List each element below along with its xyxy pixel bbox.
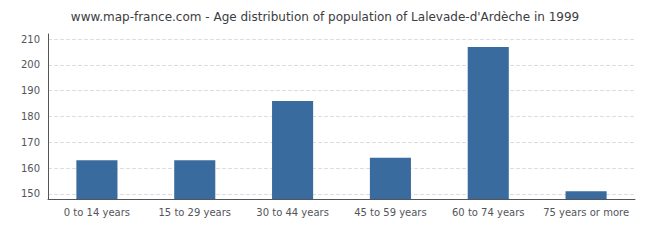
svg-text:45 to 59 years: 45 to 59 years [354, 207, 427, 218]
svg-text:190: 190 [21, 85, 40, 96]
svg-text:150: 150 [21, 188, 40, 199]
svg-text:180: 180 [21, 111, 40, 122]
svg-text:0 to 14 years: 0 to 14 years [64, 207, 130, 218]
svg-text:30 to 44 years: 30 to 44 years [256, 207, 329, 218]
svg-text:www.map-france.com - Age distr: www.map-france.com - Age distribution of… [71, 10, 579, 24]
svg-text:170: 170 [21, 137, 40, 148]
svg-text:60 to 74 years: 60 to 74 years [452, 207, 525, 218]
svg-text:160: 160 [21, 163, 40, 174]
svg-text:75 years or more: 75 years or more [543, 207, 629, 218]
svg-text:200: 200 [21, 59, 40, 70]
svg-text:15 to 29 years: 15 to 29 years [158, 207, 231, 218]
svg-text:210: 210 [21, 34, 40, 45]
